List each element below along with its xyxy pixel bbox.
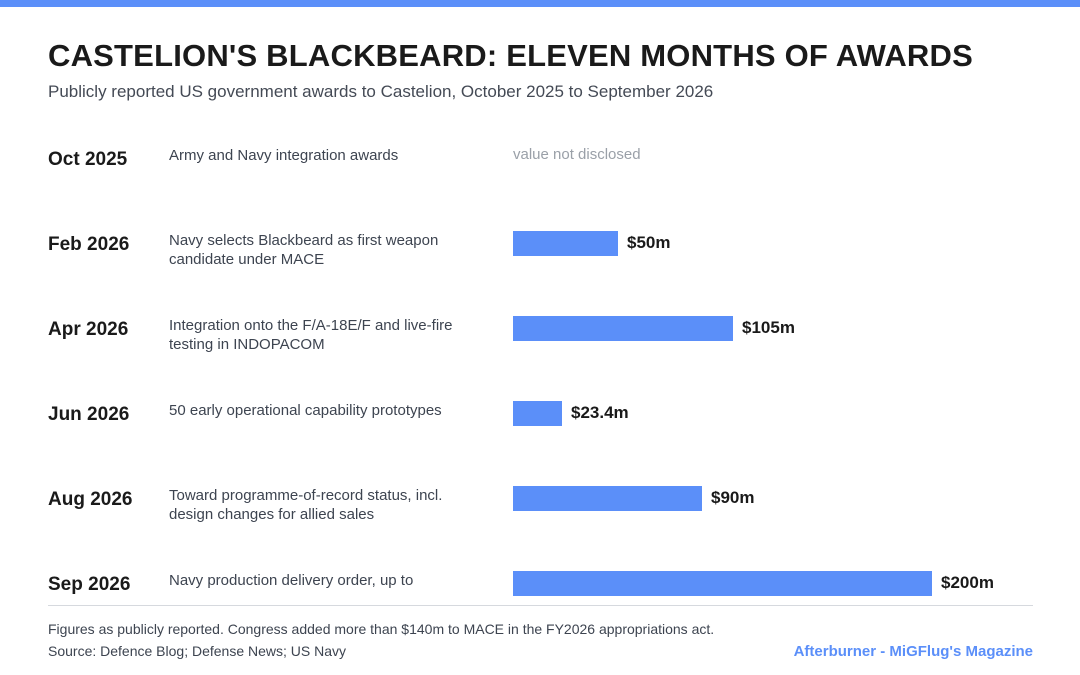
award-bar: [513, 231, 618, 256]
award-date: Sep 2026: [48, 574, 131, 595]
footer-note: Figures as publicly reported. Congress a…: [48, 621, 715, 637]
brand-credit: Afterburner - MiGFlug's Magazine: [793, 643, 1033, 660]
award-row: Feb 2026 Navy selects Blackbeard as first…: [0, 222, 1080, 307]
award-description: Navy selects Blackbeard as first weapon …: [169, 232, 439, 268]
award-row: Oct 2025 Army and Navy integration awards…: [0, 137, 1080, 222]
award-row: Sep 2026 Navy production delivery order, …: [0, 562, 1080, 647]
award-row: Apr 2026 Integration onto the F/A-18E/F a…: [0, 307, 1080, 392]
award-value-label: $23.4m: [571, 403, 629, 422]
award-description: 50 early operational capability prototyp…: [169, 402, 442, 419]
source-credit: Source: Defence Blog; Defense News; US N…: [48, 643, 347, 659]
award-date: Feb 2026: [48, 234, 130, 255]
chart-title: CASTELION'S BLACKBEARD: ELEVEN MONTHS OF…: [48, 38, 973, 73]
award-bar: [513, 316, 733, 341]
award-bar: [513, 401, 562, 426]
award-description: Army and Navy integration awards: [169, 147, 399, 164]
chart-subtitle: Publicly reported US government awards t…: [48, 82, 714, 101]
footer-divider: [48, 605, 1033, 606]
award-date: Jun 2026: [48, 404, 130, 425]
award-row: Jun 2026 50 early operational capability …: [0, 392, 1080, 477]
award-date: Apr 2026: [48, 319, 129, 340]
value-not-disclosed-label: value not disclosed: [513, 146, 641, 163]
award-value-label: $50m: [627, 233, 671, 252]
top-accent-bar: [0, 0, 1080, 7]
award-description: Toward programme-of-record status, incl.…: [169, 487, 443, 523]
award-bar: [513, 486, 702, 511]
award-value-label: $105m: [742, 318, 795, 337]
award-row: Aug 2026 Toward programme-of-record statu…: [0, 477, 1080, 562]
award-bar: [513, 571, 932, 596]
award-value-label: $200m: [941, 573, 994, 592]
award-date: Aug 2026: [48, 489, 133, 510]
award-value-label: $90m: [711, 488, 755, 507]
award-description: Integration onto the F/A-18E/F and live-…: [169, 317, 453, 353]
award-description: Navy production delivery order, up to: [169, 572, 414, 589]
award-date: Oct 2025: [48, 149, 128, 170]
